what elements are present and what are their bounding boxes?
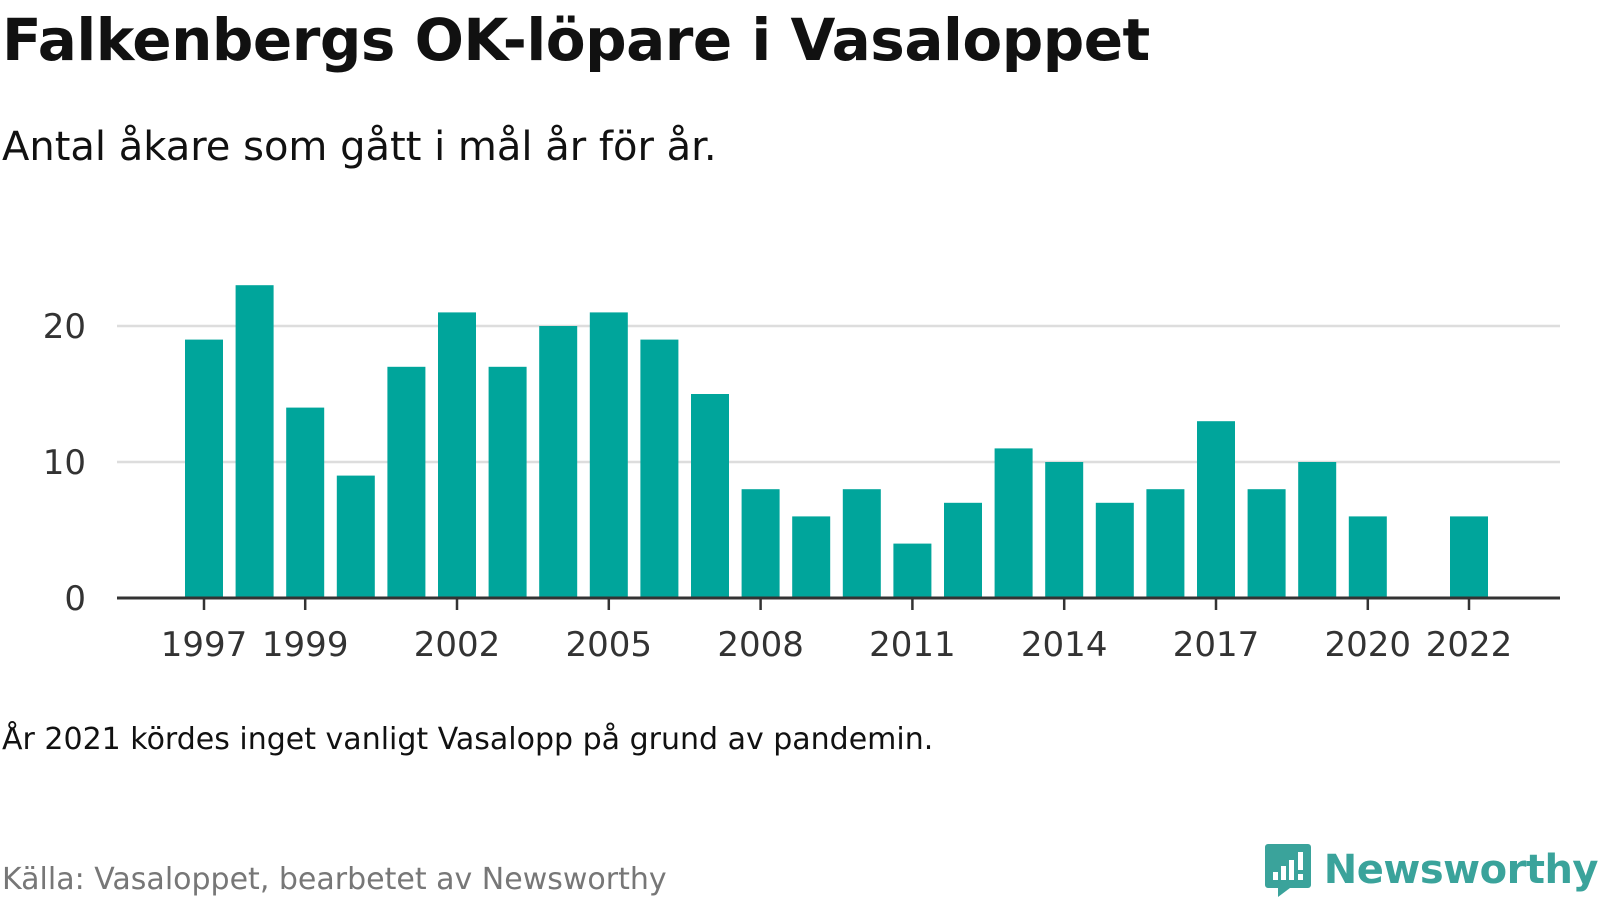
bar-1998 [235, 285, 274, 598]
bar-2011 [893, 543, 932, 598]
bar-2001 [387, 366, 426, 598]
y-tick-label: 20 [43, 307, 86, 347]
bar-2003 [488, 366, 527, 598]
bar-2020 [1348, 516, 1387, 598]
bar-2007 [691, 394, 729, 598]
bar-1997 [185, 339, 223, 598]
axes: 0 10 20 1997 1999 2002 2005 2008 2011 2014 2017 202… [43, 307, 1560, 665]
newsworthy-logo-icon [1264, 842, 1312, 898]
bar-2017 [1197, 421, 1235, 598]
y-tick-label: 10 [43, 443, 86, 483]
bar-2022 [1450, 516, 1488, 598]
bar-2000 [336, 475, 375, 598]
bar-2009 [792, 516, 831, 598]
source-credit: Källa: Vasaloppet, bearbetet av Newswort… [2, 862, 667, 897]
y-tick-label: 0 [64, 579, 86, 619]
bar-2015 [1095, 502, 1134, 598]
bars [185, 285, 1488, 598]
brand-name: Newsworthy [1323, 847, 1599, 893]
bar-1999 [286, 407, 325, 598]
x-tick-label: 2002 [414, 625, 501, 665]
x-tick-label: 2008 [717, 625, 804, 665]
bar-2018 [1247, 489, 1286, 598]
brand-logo[interactable]: Newsworthy [1264, 842, 1599, 898]
x-tick-label: 2020 [1325, 625, 1412, 665]
x-tick-label: 2014 [1021, 625, 1108, 665]
bar-2016 [1146, 489, 1185, 598]
x-tick-label: 1997 [161, 625, 248, 665]
x-tick-label: 2017 [1173, 625, 1260, 665]
bar-2008 [741, 489, 780, 598]
bar-2005 [589, 312, 628, 598]
bar-2006 [640, 339, 679, 598]
bar-2004 [539, 326, 578, 598]
chart-title: Falkenbergs OK-löpare i Vasaloppet [2, 6, 1150, 74]
bar-2013 [994, 448, 1033, 598]
chart-subtitle: Antal åkare som gått i mål år för år. [2, 124, 717, 170]
bar-2012 [944, 502, 982, 598]
bar-2010 [842, 489, 881, 598]
x-tick-label: 2005 [566, 625, 653, 665]
x-tick-label: 2011 [869, 625, 956, 665]
bar-2014 [1045, 462, 1084, 598]
gridlines [117, 324, 1560, 464]
bar-2002 [438, 312, 476, 598]
x-tick-label: 1999 [262, 625, 349, 665]
x-tick-label: 2022 [1426, 625, 1513, 665]
bar-2019 [1298, 462, 1337, 598]
chart-note: År 2021 kördes inget vanligt Vasalopp på… [2, 722, 934, 757]
